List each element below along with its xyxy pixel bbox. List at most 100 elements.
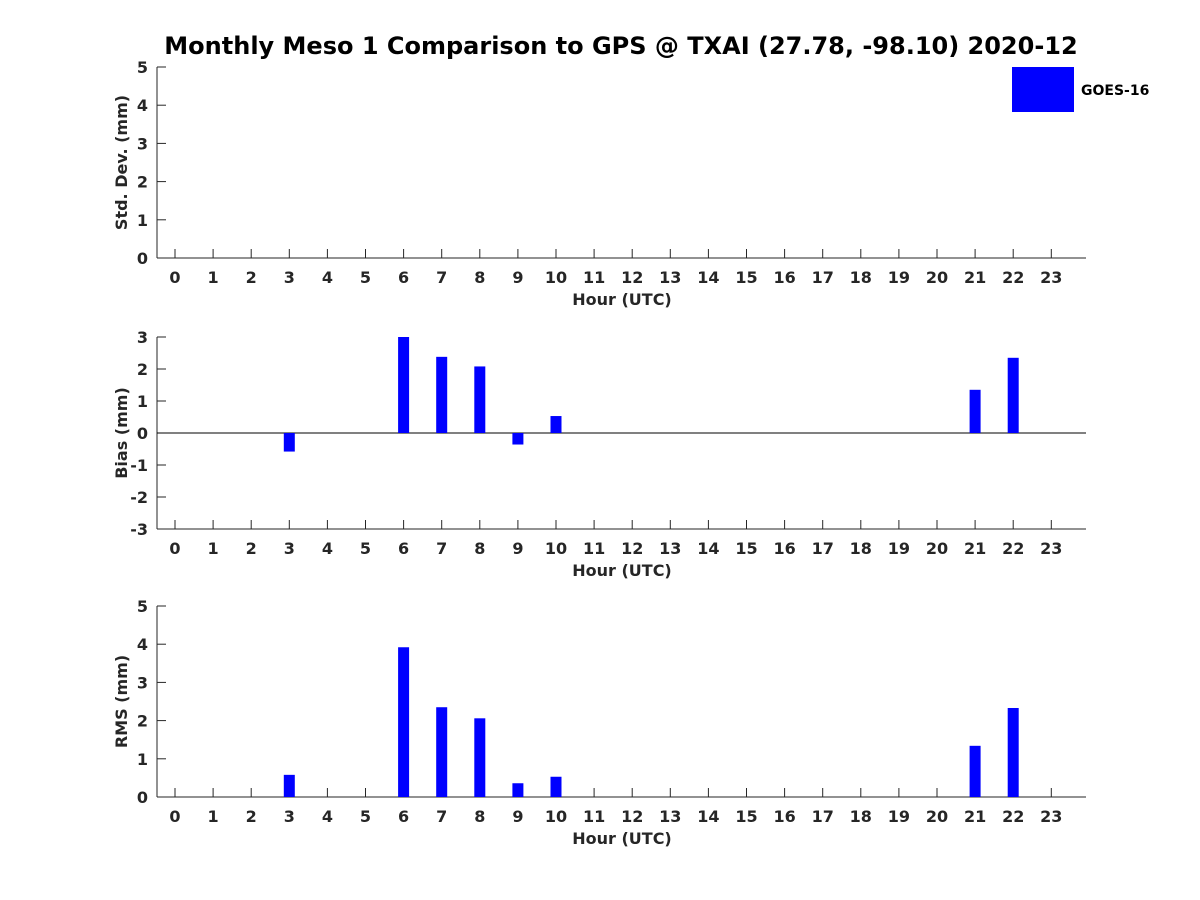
bar-hour-8 [474, 718, 486, 797]
x-tick-label: 20 [926, 268, 948, 287]
y-tick-label: 0 [137, 424, 148, 443]
y-tick-label: 5 [137, 597, 148, 616]
y-axis-label: Bias (mm) [112, 387, 131, 479]
x-tick-label: 16 [773, 268, 795, 287]
x-tick-label: 4 [322, 268, 333, 287]
bar-hour-9 [512, 433, 524, 445]
x-tick-label: 11 [583, 539, 605, 558]
x-tick-label: 21 [964, 539, 986, 558]
x-tick-label: 14 [697, 807, 719, 826]
y-tick-label: 4 [137, 635, 148, 654]
bar-hour-6 [398, 337, 410, 433]
y-tick-label: 0 [137, 788, 148, 807]
x-tick-label: 8 [474, 539, 485, 558]
x-tick-label: 4 [322, 807, 333, 826]
y-tick-label: 4 [137, 96, 148, 115]
x-tick-label: 5 [360, 539, 371, 558]
y-tick-label: 2 [137, 360, 148, 379]
y-tick-label: 1 [137, 211, 148, 230]
y-tick-label: 0 [137, 249, 148, 268]
y-tick-label: 3 [137, 673, 148, 692]
x-tick-label: 16 [773, 539, 795, 558]
x-tick-label: 15 [735, 539, 757, 558]
x-tick-label: 13 [659, 268, 681, 287]
x-tick-label: 19 [888, 268, 910, 287]
x-tick-label: 9 [512, 268, 523, 287]
bar-hour-8 [474, 366, 486, 433]
x-tick-label: 10 [545, 539, 567, 558]
y-tick-label: 1 [137, 392, 148, 411]
bar-hour-3 [283, 774, 295, 797]
x-tick-label: 23 [1040, 268, 1062, 287]
x-tick-label: 3 [284, 268, 295, 287]
x-tick-label: 9 [512, 539, 523, 558]
y-tick-label: -1 [130, 456, 148, 475]
x-tick-label: 19 [888, 807, 910, 826]
x-tick-label: 12 [621, 807, 643, 826]
x-tick-label: 22 [1002, 539, 1024, 558]
x-tick-label: 9 [512, 807, 523, 826]
x-tick-label: 7 [436, 539, 447, 558]
legend: GOES-16 [1012, 67, 1149, 112]
x-tick-label: 14 [697, 268, 719, 287]
x-tick-label: 16 [773, 807, 795, 826]
x-tick-label: 18 [850, 539, 872, 558]
x-tick-label: 21 [964, 807, 986, 826]
x-tick-label: 21 [964, 268, 986, 287]
bar-hour-10 [550, 416, 562, 433]
x-axis-label: Hour (UTC) [572, 290, 672, 309]
x-tick-label: 5 [360, 268, 371, 287]
x-tick-label: 15 [735, 807, 757, 826]
x-tick-label: 0 [169, 268, 180, 287]
x-tick-label: 13 [659, 807, 681, 826]
bar-hour-6 [398, 647, 410, 797]
chart-title: Monthly Meso 1 Comparison to GPS @ TXAI … [164, 32, 1077, 60]
x-tick-label: 12 [621, 539, 643, 558]
x-tick-label: 15 [735, 268, 757, 287]
x-tick-label: 20 [926, 807, 948, 826]
x-tick-label: 6 [398, 268, 409, 287]
x-axis-label: Hour (UTC) [572, 561, 672, 580]
x-tick-label: 11 [583, 268, 605, 287]
x-tick-label: 12 [621, 268, 643, 287]
bar-hour-10 [550, 776, 562, 797]
x-tick-label: 7 [436, 807, 447, 826]
y-tick-label: 5 [137, 58, 148, 77]
x-tick-label: 2 [246, 539, 257, 558]
bar-hour-3 [283, 433, 295, 452]
x-tick-label: 1 [208, 268, 219, 287]
x-tick-label: 7 [436, 268, 447, 287]
x-axis-label: Hour (UTC) [572, 829, 672, 848]
x-tick-label: 6 [398, 539, 409, 558]
y-tick-label: 3 [137, 134, 148, 153]
x-tick-label: 23 [1040, 539, 1062, 558]
y-tick-label: 2 [137, 173, 148, 192]
y-tick-label: -2 [130, 488, 148, 507]
x-tick-label: 3 [284, 807, 295, 826]
bar-hour-22 [1007, 357, 1019, 433]
x-tick-label: 18 [850, 268, 872, 287]
bar-hour-7 [436, 356, 448, 433]
x-tick-label: 0 [169, 807, 180, 826]
bar-hour-9 [512, 783, 524, 797]
y-axis-label: RMS (mm) [112, 655, 131, 748]
x-tick-label: 10 [545, 268, 567, 287]
x-tick-label: 10 [545, 807, 567, 826]
x-tick-label: 17 [812, 807, 834, 826]
bar-hour-22 [1007, 707, 1019, 797]
x-tick-label: 20 [926, 539, 948, 558]
x-tick-label: 11 [583, 807, 605, 826]
x-tick-label: 1 [208, 539, 219, 558]
x-tick-label: 8 [474, 268, 485, 287]
bar-hour-21 [969, 745, 981, 797]
y-tick-label: 1 [137, 750, 148, 769]
x-tick-label: 18 [850, 807, 872, 826]
y-axis-label: Std. Dev. (mm) [112, 95, 131, 230]
y-tick-label: 2 [137, 712, 148, 731]
x-tick-label: 8 [474, 807, 485, 826]
legend-label: GOES-16 [1081, 83, 1149, 99]
